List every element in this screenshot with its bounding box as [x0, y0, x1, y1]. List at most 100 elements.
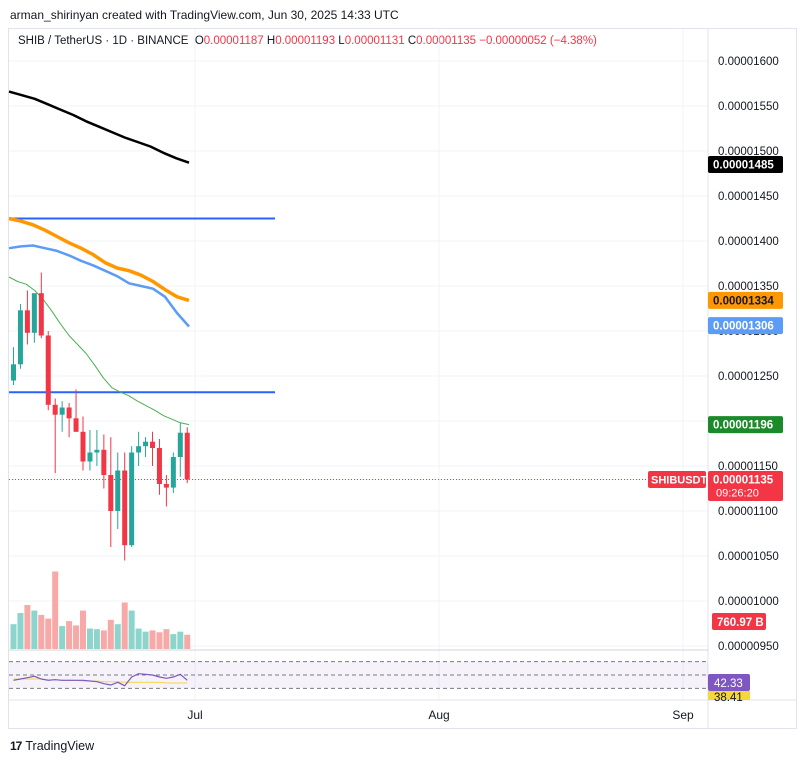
rsi-label-bg: [708, 674, 750, 691]
candle-body: [31, 293, 37, 333]
moving-average-ma100: [8, 216, 190, 303]
low-key: L: [338, 35, 345, 47]
symbol-tag-bg: [648, 471, 706, 488]
candle-body: [59, 407, 65, 415]
candle-body: [136, 446, 142, 453]
volume-bar: [80, 610, 86, 649]
price-tick-label: 0.00001450: [718, 191, 779, 203]
candle-body: [45, 335, 51, 405]
volume-bar: [86, 628, 93, 649]
volume-bar: [163, 629, 170, 649]
current-price-label-bg: [708, 471, 783, 501]
open-key: O: [194, 35, 204, 47]
time-tick-label: Sep: [672, 708, 694, 722]
volume-label: 760.97 B: [717, 617, 764, 629]
open-value: 0.00001187: [203, 35, 264, 47]
high-value: 0.00001193: [275, 35, 336, 47]
candle-body: [143, 441, 149, 447]
volume-bar: [156, 632, 163, 649]
volume-bar: [66, 621, 73, 649]
volume-bar: [128, 610, 135, 649]
volume-bar: [135, 628, 142, 649]
price-tick-label: 0.00000950: [718, 641, 779, 653]
ohlc-legend: SHIB / TetherUS · 1D · BINANCE O0.000011…: [18, 35, 597, 47]
volume-bar: [121, 602, 128, 649]
volume-bar: [170, 634, 177, 649]
price-labels: 0.00001485 0.00001334 0.00001306 0.00001196…: [648, 156, 783, 704]
price-tick-label: 0.00001350: [718, 281, 779, 293]
price-tick-label: 0.00001400: [718, 236, 779, 248]
moving-averages: [8, 90, 190, 426]
candle-body: [115, 470, 121, 511]
footer-brand: TradingView: [25, 739, 95, 753]
candle-body: [87, 452, 93, 462]
price-tick-label: 0.00001150: [718, 461, 778, 473]
candle-body: [156, 448, 162, 484]
horizontal-lines: [9, 217, 708, 480]
volume-bar: [52, 571, 59, 649]
price-tick-label: 0.00001000: [718, 596, 779, 608]
ma50-price-label: 0.00001306: [713, 321, 774, 333]
volume-bar: [31, 610, 38, 649]
ma100-price-label: 0.00001334: [713, 295, 774, 307]
symbol-tag: SHIBUSDT: [651, 475, 708, 487]
candle-body: [80, 431, 86, 462]
volume-bar: [93, 629, 100, 649]
moving-average-ma200: [8, 90, 190, 164]
close-value: 0.00001135: [416, 35, 477, 47]
volume-bar: [142, 631, 149, 649]
candle-body: [38, 293, 44, 336]
countdown-label: 09:26:20: [716, 488, 759, 500]
low-value: 0.00001131: [344, 35, 405, 47]
volume-bar: [45, 618, 52, 649]
volume-bar: [59, 626, 66, 649]
volume-bar: [177, 631, 184, 649]
volume-bar: [24, 604, 31, 649]
candles: [11, 272, 190, 561]
candle-body: [101, 449, 107, 475]
volume-bar: [114, 624, 121, 649]
candle-body: [24, 310, 30, 333]
chart-frame: [8, 28, 797, 729]
ma100-price-label-bg: [708, 291, 783, 309]
candle-body: [163, 484, 169, 488]
candle-body: [94, 449, 100, 453]
volume-bar: [17, 613, 24, 649]
volume-bar: [38, 614, 45, 649]
candle-body: [122, 470, 128, 546]
candle-body: [66, 407, 72, 419]
price-tick-label: 0.00001500: [718, 146, 779, 158]
candle-body: [17, 310, 23, 365]
rsi-ma-label-bg: [708, 691, 750, 700]
tradingview-logo-icon: 17: [10, 739, 22, 753]
price-axis: 0.00001600 0.00001550 0.00001500 0.00001450…: [718, 56, 779, 653]
ma20-price-label: 0.00001196: [713, 420, 773, 432]
price-tick-label: 0.00001600: [718, 56, 779, 68]
rsi-pane: [9, 661, 708, 689]
rsi-line: [13, 673, 188, 687]
candle-body: [73, 418, 79, 432]
volume-bar: [100, 630, 107, 649]
candle-body: [11, 364, 16, 381]
volume-bar: [184, 634, 191, 649]
symbol-label[interactable]: SHIB / TetherUS · 1D · BINANCE: [18, 35, 189, 47]
candle-body: [177, 432, 183, 457]
price-tick-label: 0.00001050: [718, 551, 779, 563]
volume-bar: [10, 624, 17, 649]
time-tick-label: Jul: [187, 708, 202, 722]
time-axis: Jul Aug Sep: [187, 708, 694, 722]
rsi-ma-value-label: 38.41: [714, 692, 743, 704]
volume-bar: [149, 630, 156, 649]
close-key: C: [407, 35, 417, 47]
ma200-price-label: 0.00001485: [713, 160, 774, 172]
candle-body: [170, 457, 176, 488]
volume-label-bg: [712, 613, 766, 630]
candle-body: [108, 475, 114, 511]
volume-bar: [73, 625, 80, 649]
volume-bar: [107, 619, 114, 649]
volume-bars: [10, 571, 191, 649]
candle-body: [52, 404, 58, 415]
candle-body: [129, 452, 135, 546]
ma50-price-label-bg: [708, 317, 783, 335]
